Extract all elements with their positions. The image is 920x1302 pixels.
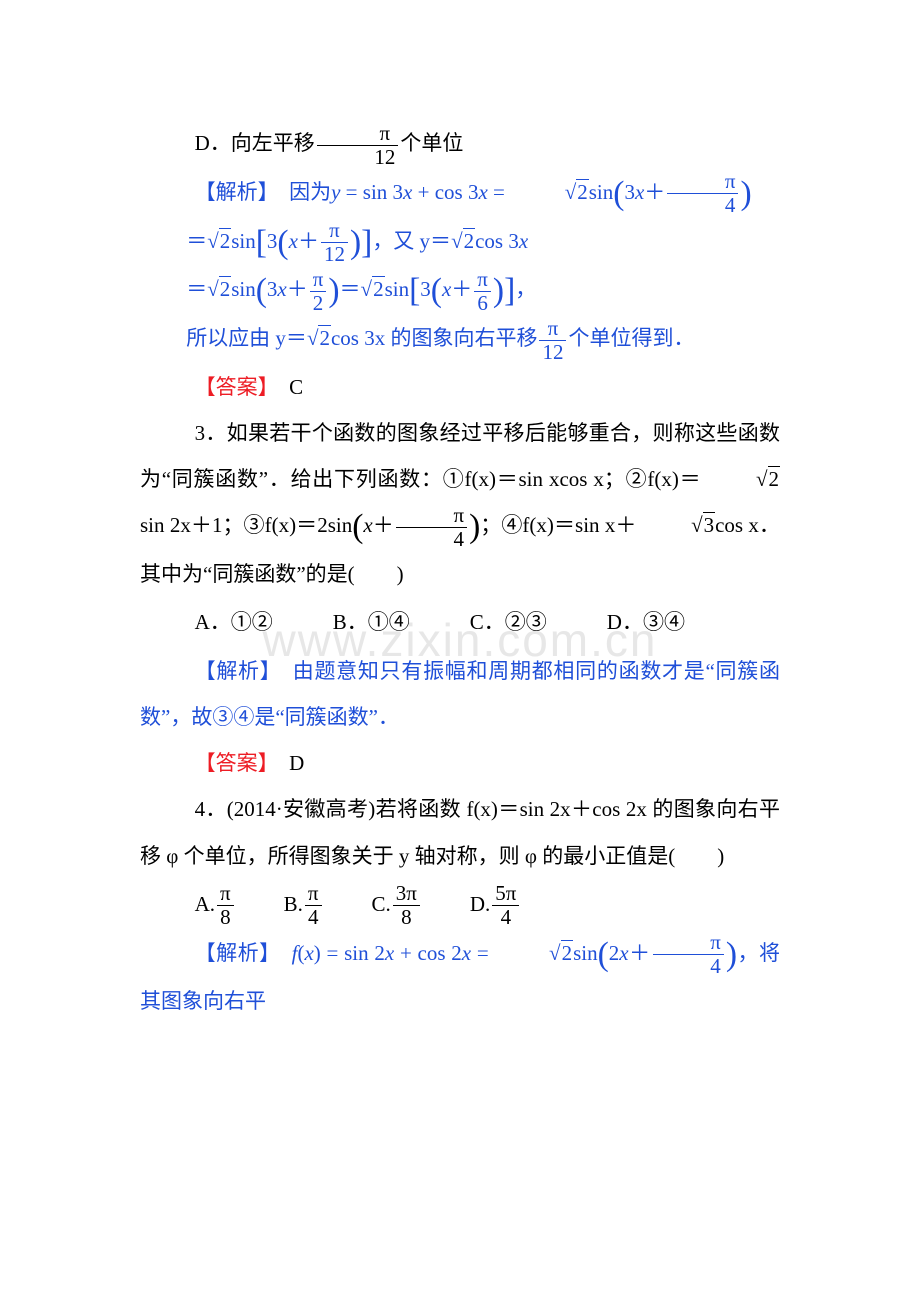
q4-choices: A.π8 B.π4 C.3π8 D.5π4 xyxy=(140,879,780,930)
analysis-prefix: 因为 xyxy=(268,180,331,204)
analysis-label: 【解析】 xyxy=(195,180,269,204)
q2-answer: 【答案】 C xyxy=(140,364,780,410)
q4-stem: 4．(2014·安徽高考)若将函数 f(x)＝sin 2x＋cos 2x 的图象… xyxy=(140,786,780,878)
pi: π xyxy=(317,122,399,146)
answer-label: 【答案】 xyxy=(195,751,269,775)
q3-stem: 3．如果若干个函数的图象经过平移后能够重合，则称这些函数为“同簇函数”．给出下列… xyxy=(140,410,780,597)
analysis-label: 【解析】 xyxy=(195,941,271,965)
q4-analysis: 【解析】 f(x) = sin 2x + cos 2x = 2sin(2x＋π4… xyxy=(140,930,780,1025)
document-content: D．向左平移π12个单位 【解析】 因为y = sin 3x + cos 3x … xyxy=(140,120,780,1025)
q4-choice-a: A.π8 xyxy=(195,879,236,930)
option-d-tail: 个单位 xyxy=(400,131,463,155)
q3-analysis: 【解析】 由题意知只有振幅和周期都相同的函数才是“同簇函数”，故③④是“同簇函数… xyxy=(140,648,780,740)
q4-choice-c: C.3π8 xyxy=(372,879,422,930)
q3-answer: 【答案】 D xyxy=(140,740,780,786)
q3-choices: A．①② B．①④ C．②③ D．③④ xyxy=(140,597,780,647)
q2-option-d: D．向左平移π12个单位 xyxy=(140,120,780,169)
q3-choice-b: B．①④ xyxy=(333,597,410,647)
analysis-label: 【解析】 xyxy=(195,659,271,683)
q4-choice-d: D.5π4 xyxy=(470,879,522,930)
q3-choice-c: C．②③ xyxy=(470,597,547,647)
q2-analysis-line1: 【解析】 因为y = sin 3x + cos 3x = 2sin(3x＋π4) xyxy=(140,169,780,218)
twelve: 12 xyxy=(317,146,399,169)
q2-analysis-line3: ＝2sin(3x＋π2)＝2sin[3(x＋π6)]， xyxy=(140,266,780,315)
option-d-text: D．向左平移 xyxy=(195,131,315,155)
q3-choice-d: D．③④ xyxy=(607,597,685,647)
q2-analysis-conclusion: 所以应由 y＝2cos 3x 的图象向右平移π12个单位得到． xyxy=(140,315,780,364)
q4-choice-b: B.π4 xyxy=(284,879,324,930)
answer-label: 【答案】 xyxy=(195,375,269,399)
q3-choice-a: A．①② xyxy=(195,597,273,647)
q2-analysis-line2: ＝2sin[3(x＋π12)]，又 y＝2cos 3x xyxy=(140,218,780,267)
